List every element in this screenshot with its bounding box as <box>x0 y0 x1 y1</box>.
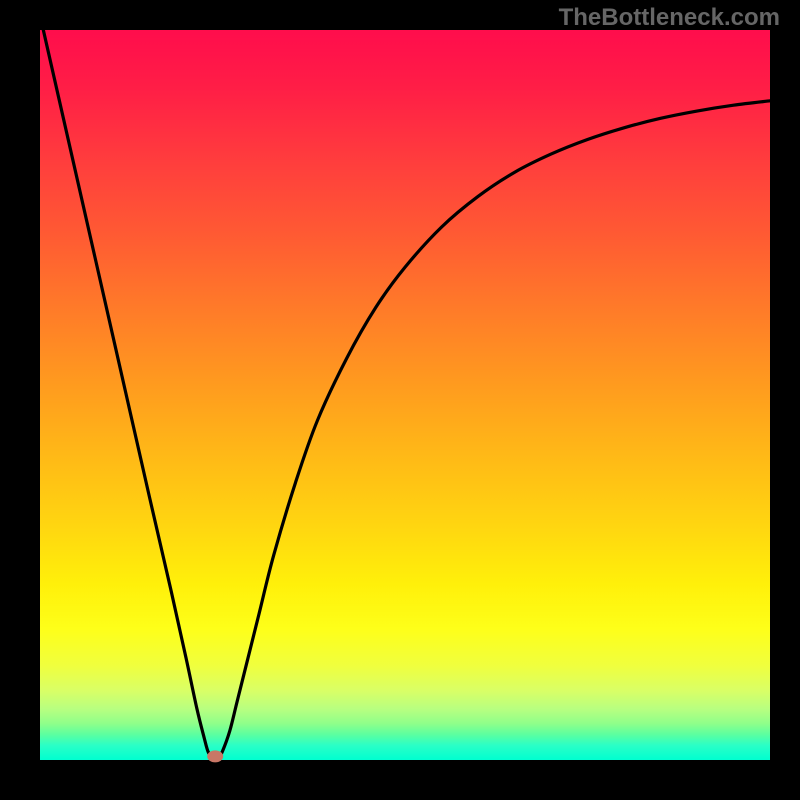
watermark-text: TheBottleneck.com <box>559 4 780 31</box>
plot-background <box>40 30 770 760</box>
optimal-point-marker <box>207 750 223 762</box>
bottleneck-chart: TheBottleneck.com <box>0 0 800 800</box>
